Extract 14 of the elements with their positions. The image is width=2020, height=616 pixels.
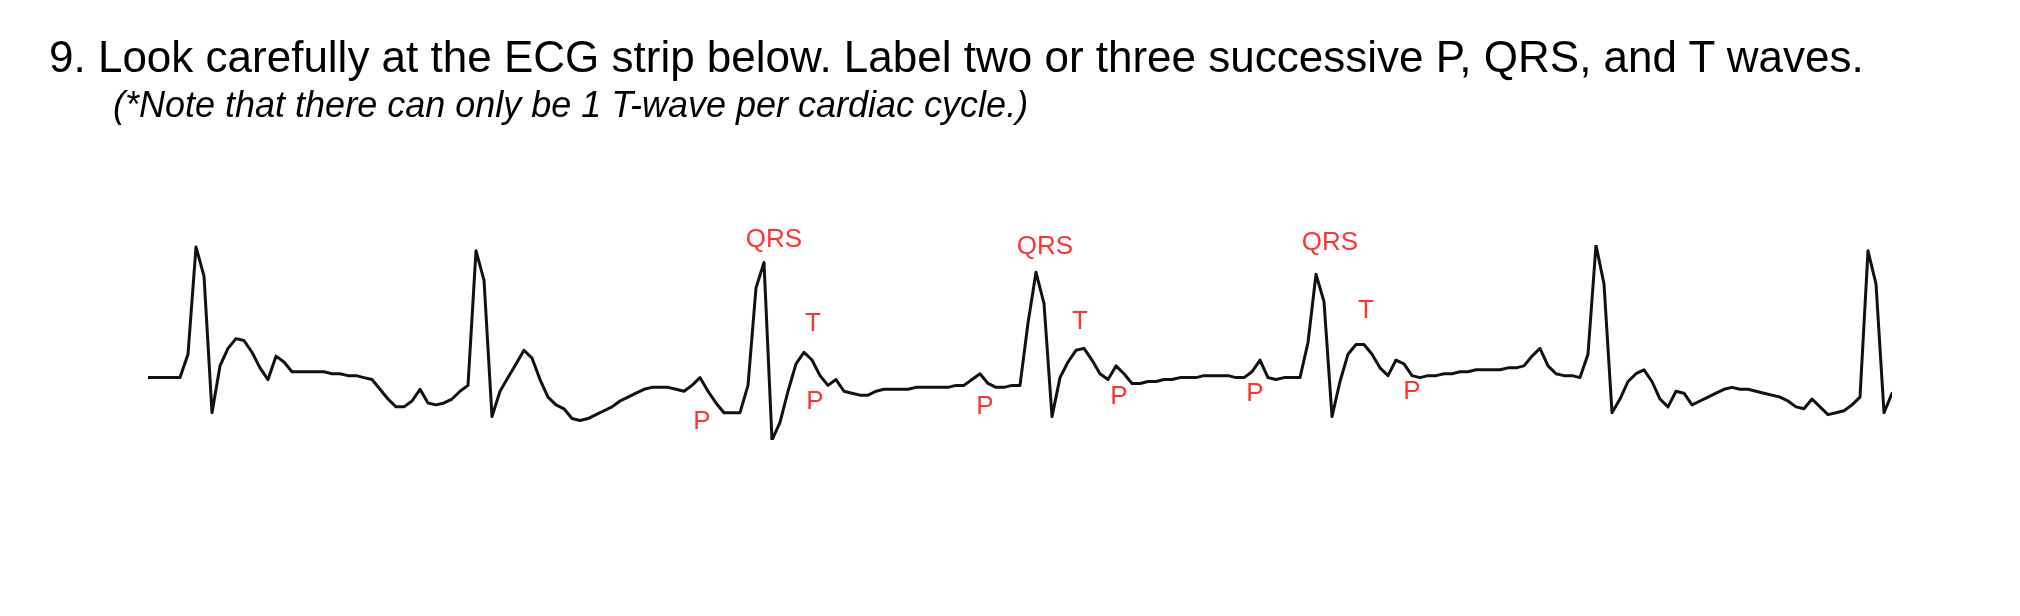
annotation: QRS [1016, 230, 1074, 260]
chart-title: 9. Look carefully at the ECG strip below. Label two or three successive P, QRS, and T waves. [49, 32, 1864, 81]
annotation: P [976, 390, 994, 420]
annotation: T [805, 307, 821, 337]
annotation: P [693, 405, 711, 435]
annotation: QRS [1301, 226, 1359, 256]
annotation: T [1072, 305, 1088, 335]
chart-subtitle: (*Note that there can only be 1 T-wave per cardiac cycle.) [113, 84, 1029, 125]
annotation: P [1110, 380, 1128, 410]
annotation: T [1358, 294, 1374, 324]
annotation: P [1403, 375, 1421, 405]
annotation: P [1246, 377, 1264, 407]
annotation: P [806, 385, 824, 415]
annotation: QRS [745, 223, 803, 253]
